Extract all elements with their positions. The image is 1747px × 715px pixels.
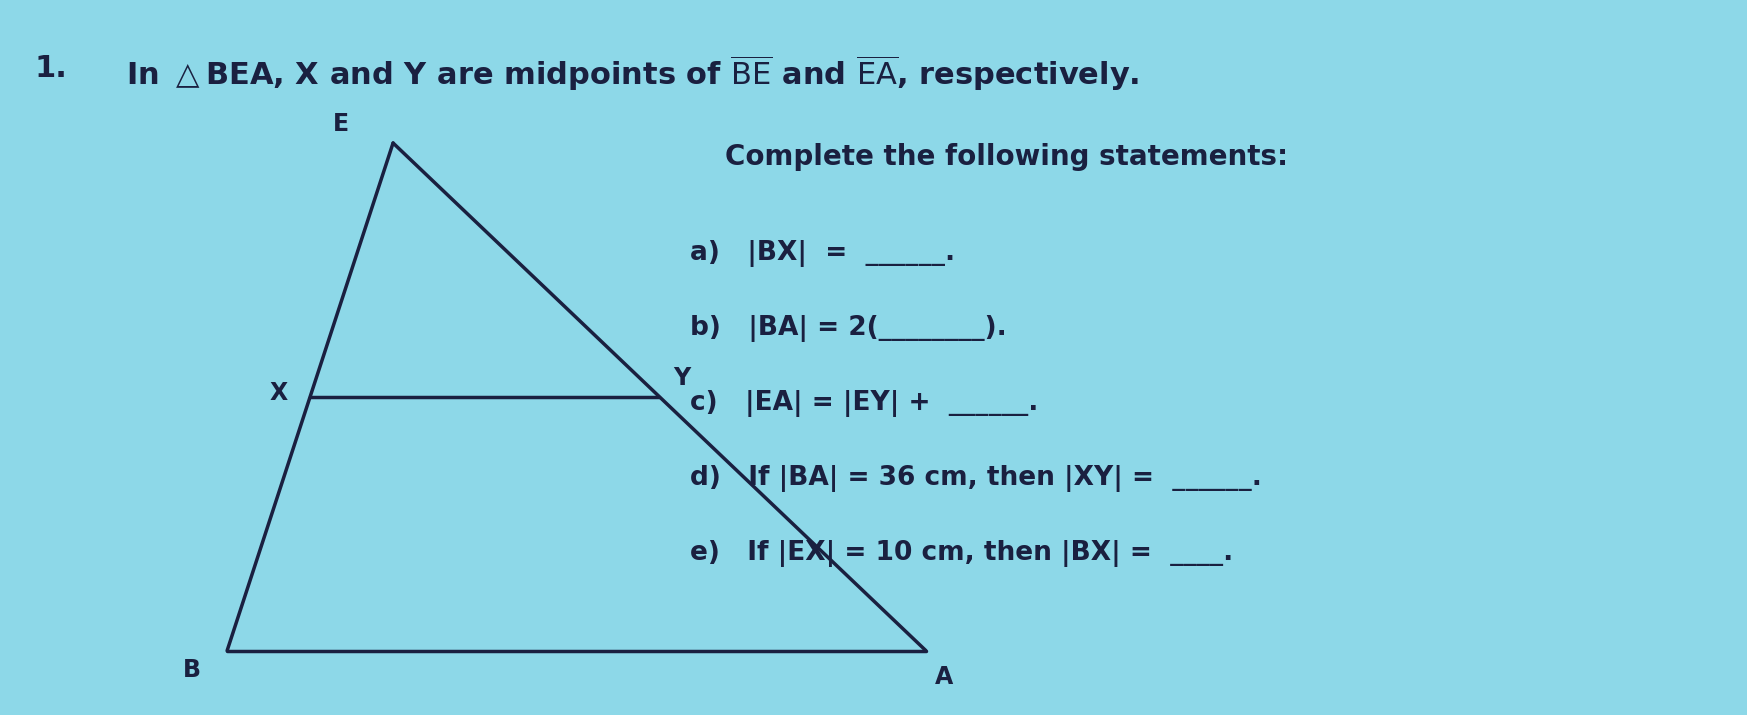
Text: Complete the following statements:: Complete the following statements: (725, 143, 1288, 171)
Text: X: X (269, 381, 287, 405)
Text: 1.: 1. (35, 54, 68, 83)
Text: A: A (935, 665, 952, 689)
Text: d)   If |BA| = 36 cm, then |XY| =  ______.: d) If |BA| = 36 cm, then |XY| = ______. (690, 465, 1261, 492)
Text: Y: Y (674, 365, 690, 390)
Text: E: E (334, 112, 349, 136)
Text: In $\triangle$BEA, X and Y are midpoints of $\overline{\rm BE}$ and $\overline{\: In $\triangle$BEA, X and Y are midpoints… (126, 54, 1139, 93)
Text: e)   If |EX| = 10 cm, then |BX| =  ____.: e) If |EX| = 10 cm, then |BX| = ____. (690, 540, 1233, 567)
Text: a)   |BX|  =  ______.: a) |BX| = ______. (690, 240, 956, 267)
Text: b)   |BA| = 2(________).: b) |BA| = 2(________). (690, 315, 1006, 342)
Text: B: B (183, 658, 201, 682)
Text: c)   |EA| = |EY| +  ______.: c) |EA| = |EY| + ______. (690, 390, 1038, 417)
